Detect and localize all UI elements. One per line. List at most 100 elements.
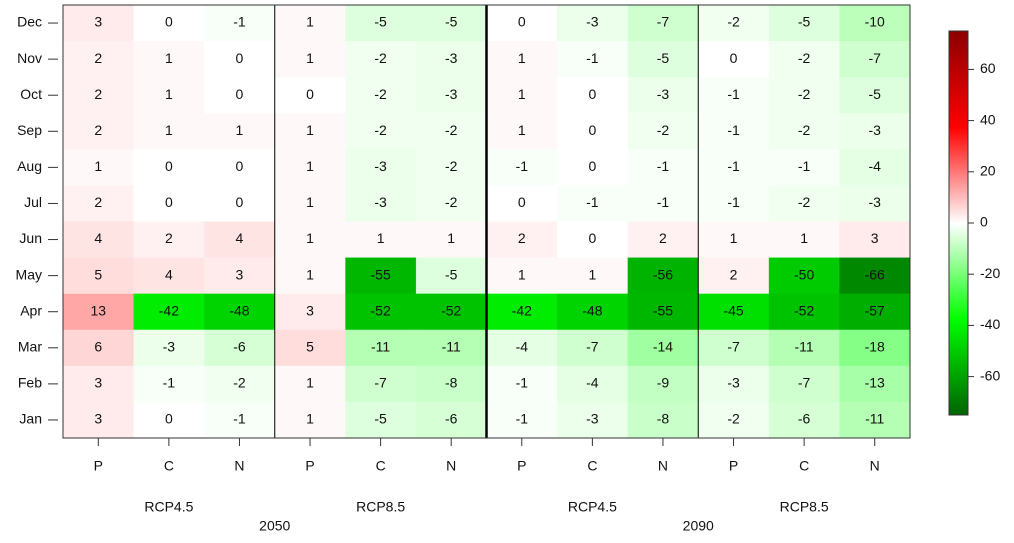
cell-label: 0 xyxy=(236,86,244,102)
cell xyxy=(486,41,558,78)
cell xyxy=(133,113,205,150)
cell-label: -42 xyxy=(159,302,179,318)
cell xyxy=(204,365,276,403)
cell xyxy=(63,365,135,403)
cell-label: -1 xyxy=(727,86,740,102)
cell-label: 3 xyxy=(94,411,102,427)
year-label: 2090 xyxy=(683,518,714,534)
cell xyxy=(345,329,417,367)
x-tick-label: P xyxy=(729,458,738,474)
cell xyxy=(627,41,699,78)
x-tick-label: C xyxy=(376,458,386,474)
cell xyxy=(627,77,699,114)
cell xyxy=(204,329,276,367)
cell xyxy=(486,77,558,114)
colorbar-tick-label: -20 xyxy=(980,265,1000,281)
cell-label: -52 xyxy=(371,302,391,318)
cell xyxy=(63,149,135,186)
cell xyxy=(557,41,629,78)
cell xyxy=(204,113,276,150)
cell xyxy=(63,77,135,114)
cell-label: -11 xyxy=(371,338,390,354)
cell-label: -1 xyxy=(727,194,740,210)
colorbar-tick-label: 60 xyxy=(980,60,996,76)
cell xyxy=(627,5,699,42)
cell-label: 1 xyxy=(447,230,455,246)
cell xyxy=(698,293,770,331)
cell-label: -1 xyxy=(233,411,246,427)
cell-label: -1 xyxy=(516,158,529,174)
cell-label: 2 xyxy=(659,230,667,246)
cell xyxy=(768,5,840,42)
cell xyxy=(627,293,699,331)
cell-label: 0 xyxy=(588,122,596,138)
cell-label: -3 xyxy=(657,86,670,102)
cell xyxy=(415,113,487,150)
x-tick-label: P xyxy=(517,458,526,474)
cell xyxy=(274,113,346,150)
cell xyxy=(415,365,487,403)
cell xyxy=(63,113,135,150)
cell-label: 0 xyxy=(730,50,738,66)
cell-label: -5 xyxy=(445,266,458,282)
y-tick-label: Jun xyxy=(19,230,42,246)
cell-label: 6 xyxy=(94,338,102,354)
cell-label: 4 xyxy=(236,230,244,246)
cell xyxy=(415,329,487,367)
cell-label: 1 xyxy=(236,122,244,138)
cell-label: -8 xyxy=(657,411,670,427)
x-tick-label: C xyxy=(587,458,597,474)
cell-label: 1 xyxy=(306,194,314,210)
cell xyxy=(557,221,629,259)
cell-label: -3 xyxy=(445,50,458,66)
cell xyxy=(627,365,699,403)
cell-label: -7 xyxy=(586,338,599,354)
cell xyxy=(839,5,911,42)
cell xyxy=(698,221,770,259)
cell xyxy=(557,77,629,114)
cell-label: 1 xyxy=(730,230,738,246)
cell-label: -3 xyxy=(586,411,599,427)
cell-label: -52 xyxy=(794,302,814,318)
cell-label: -5 xyxy=(374,411,387,427)
cell xyxy=(204,293,276,331)
cell-label: -42 xyxy=(512,302,532,318)
y-tick-label: Feb xyxy=(18,375,42,391)
cell xyxy=(204,41,276,78)
cell-label: 0 xyxy=(306,86,314,102)
cell-label: 1 xyxy=(306,158,314,174)
cell-label: -3 xyxy=(445,86,458,102)
cell-label: -52 xyxy=(441,302,461,318)
cell-label: -3 xyxy=(868,122,881,138)
cell-label: -10 xyxy=(865,14,885,30)
y-tick-label: Jul xyxy=(24,194,42,210)
cell xyxy=(768,401,840,439)
cell-label: -3 xyxy=(586,14,599,30)
x-tick-label: C xyxy=(164,458,174,474)
colorbar-tick-label: -60 xyxy=(980,367,1000,383)
cell-label: -13 xyxy=(865,375,885,391)
cell-label: 4 xyxy=(94,230,102,246)
cell xyxy=(768,77,840,114)
cell xyxy=(415,401,487,439)
cell xyxy=(415,5,487,42)
cell xyxy=(698,185,770,222)
cell xyxy=(204,77,276,114)
cell-label: 0 xyxy=(518,194,526,210)
cell xyxy=(839,113,911,150)
cell-label: 1 xyxy=(306,14,314,30)
cell xyxy=(486,257,558,295)
cell-label: -11 xyxy=(865,411,884,427)
x-tick-label: P xyxy=(94,458,103,474)
cell xyxy=(63,329,135,367)
cell xyxy=(133,5,205,42)
cell xyxy=(486,185,558,222)
cell-label: -57 xyxy=(865,302,885,318)
cell xyxy=(133,149,205,186)
cell-label: 2 xyxy=(94,50,102,66)
cell-label: -2 xyxy=(445,158,458,174)
cell xyxy=(486,149,558,186)
cell-label: -5 xyxy=(868,86,881,102)
cell xyxy=(415,77,487,114)
